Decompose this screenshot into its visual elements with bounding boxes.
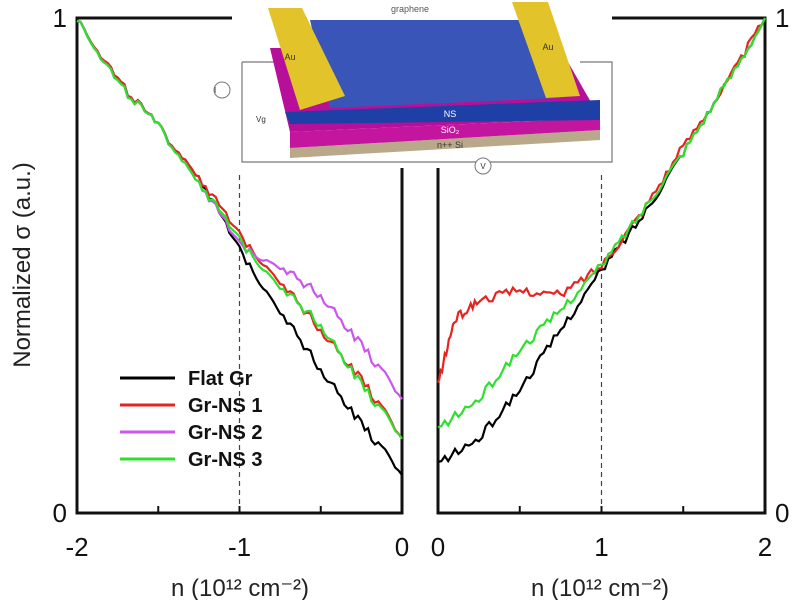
series-line-gr-ns-3 xyxy=(437,17,766,429)
legend: Flat Gr Gr-NS 1 Gr-NS 2 Gr-NS 3 xyxy=(120,368,262,471)
x-tick-label: 1 xyxy=(594,532,608,562)
device-inset: graphene Au Au NS SiO₂ n++ Si I Vg V xyxy=(213,0,613,175)
graphene-sheet xyxy=(310,20,560,108)
inset-label-au-right: Au xyxy=(542,42,553,52)
y-tick-label: 0 xyxy=(53,498,67,528)
x-axis-label-right: n (10¹² cm⁻²) xyxy=(531,575,669,600)
y-axis-label: Normalized σ (a.u.) xyxy=(9,162,36,368)
inset-label-current: I xyxy=(214,86,216,95)
inset-label-si: n++ Si xyxy=(437,140,463,150)
curves xyxy=(76,17,766,476)
inset-label-vg: Vg xyxy=(256,115,266,124)
y-tick-label: 1 xyxy=(53,3,67,33)
series-line-gr-ns-1 xyxy=(76,19,403,440)
legend-label: Flat Gr xyxy=(188,368,253,390)
x-tick-label: -1 xyxy=(228,532,251,562)
inset-label-au-left: Au xyxy=(284,52,295,62)
legend-label: Gr-NS 1 xyxy=(188,395,262,417)
legend-label: Gr-NS 2 xyxy=(188,422,262,444)
au-left-electrode xyxy=(268,8,345,110)
legend-label: Gr-NS 3 xyxy=(188,449,262,471)
x-tick-label: 0 xyxy=(431,532,445,562)
x-tick-label: 2 xyxy=(758,532,772,562)
au-right-electrode xyxy=(512,2,580,98)
y-tick-label: 0 xyxy=(775,498,789,528)
inset-label-voltmeter: V xyxy=(480,162,486,171)
nanospheres-layer xyxy=(285,100,600,124)
inset-label-sio2: SiO₂ xyxy=(441,125,460,135)
series-line-gr-ns-3 xyxy=(76,19,403,440)
si-layer xyxy=(290,130,600,158)
sio2-layer xyxy=(290,118,600,148)
x-axis-label-left: n (10¹² cm⁻²) xyxy=(171,575,309,600)
circuit-wire xyxy=(241,61,613,163)
inset-label-graphene: graphene xyxy=(391,4,429,14)
x-tick-label: 0 xyxy=(395,532,409,562)
inset-label-ns: NS xyxy=(444,109,457,119)
x-tick-label: -2 xyxy=(65,532,88,562)
y-tick-label: 1 xyxy=(775,3,789,33)
